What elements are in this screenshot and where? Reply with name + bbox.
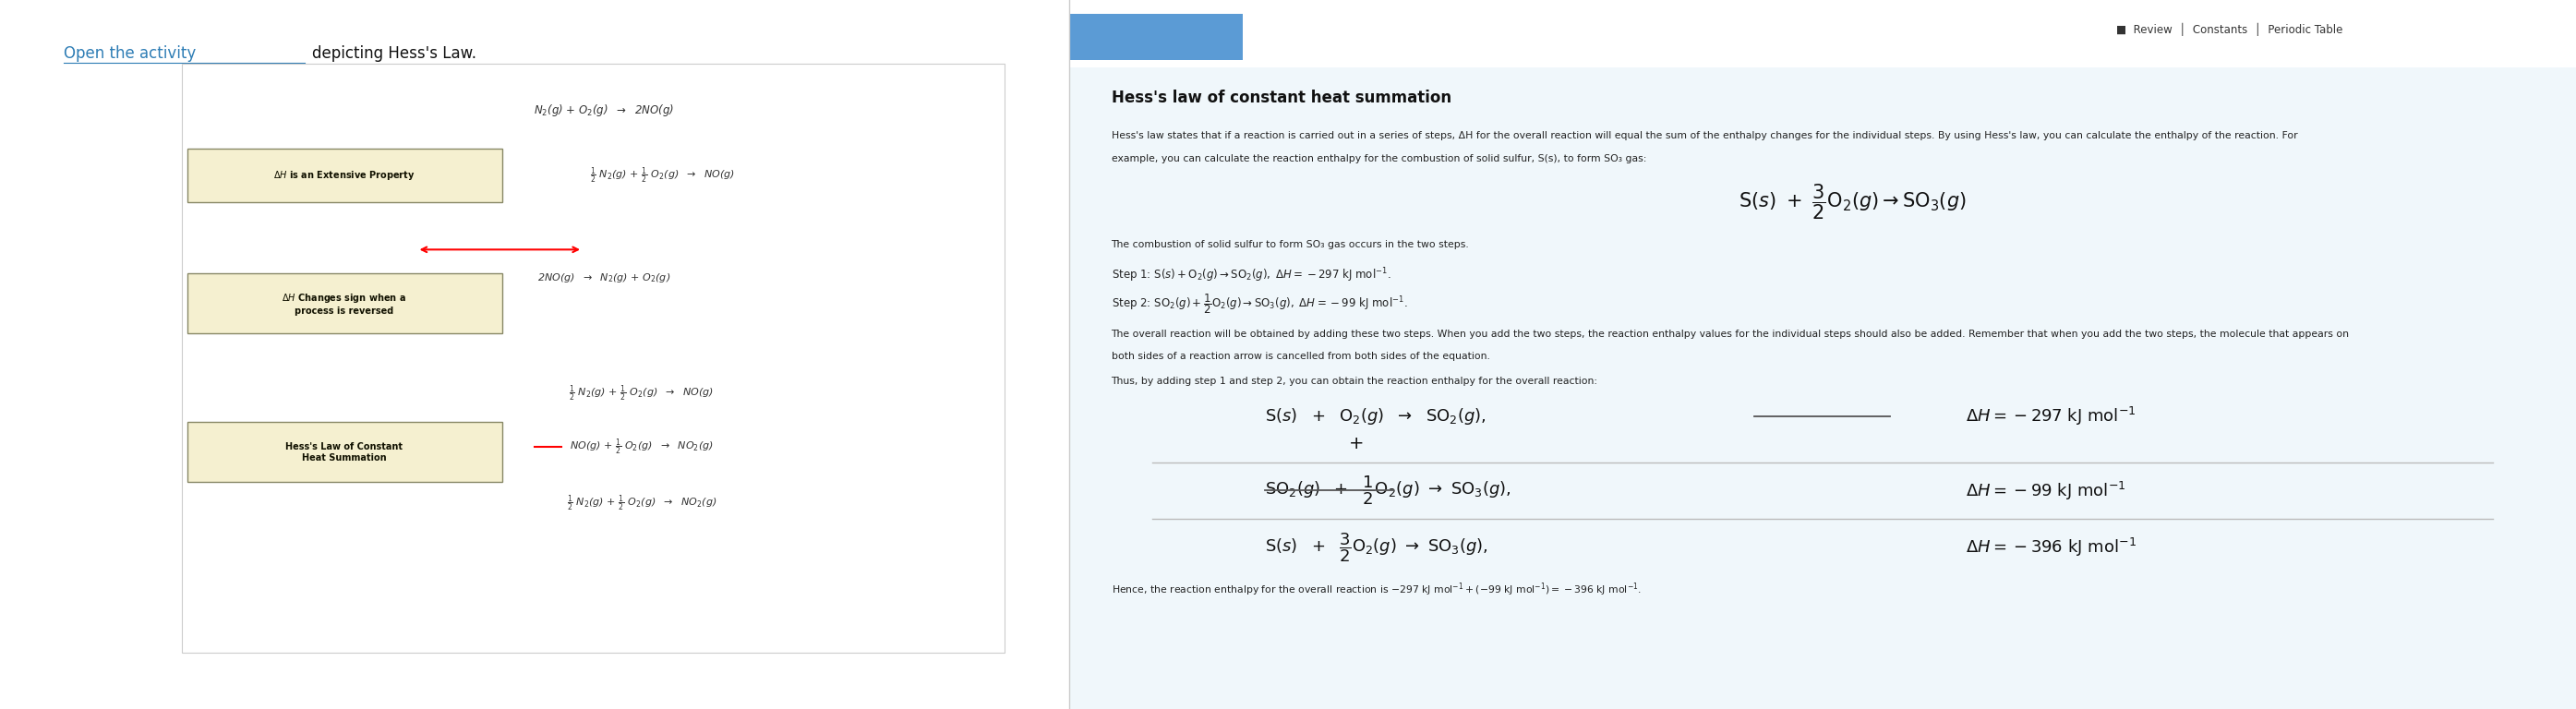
Text: ■  Review  │  Constants  │  Periodic Table: ■ Review │ Constants │ Periodic Table (2117, 23, 2344, 36)
Text: Step 1: $\mathrm{S}(s)+\mathrm{O}_2(g){\rightarrow}\mathrm{SO}_2(g),\ \Delta H =: Step 1: $\mathrm{S}(s)+\mathrm{O}_2(g){\… (1110, 266, 1391, 284)
Text: $\Delta H = -99\ \mathrm{kJ\ mol}^{-1}$: $\Delta H = -99\ \mathrm{kJ\ mol}^{-1}$ (1965, 479, 2125, 502)
Text: $\Delta H$ Changes sign when a
process is reversed: $\Delta H$ Changes sign when a process i… (281, 291, 407, 316)
FancyBboxPatch shape (188, 273, 502, 333)
Text: $\mathrm{S}(s)\ \ +\ \ \dfrac{3}{2}\mathrm{O}_2(g)\ \rightarrow\ \mathrm{SO}_3(g: $\mathrm{S}(s)\ \ +\ \ \dfrac{3}{2}\math… (1265, 531, 1489, 564)
Text: Step 2: $\mathrm{SO}_2(g)+\dfrac{1}{2}\mathrm{O}_2(g){\rightarrow}\mathrm{SO}_3(: Step 2: $\mathrm{SO}_2(g)+\dfrac{1}{2}\m… (1110, 291, 1406, 316)
FancyBboxPatch shape (188, 149, 502, 202)
Text: $+$: $+$ (1347, 435, 1363, 452)
FancyBboxPatch shape (183, 64, 1005, 652)
Text: $\mathrm{S}(s)\ \ +\ \ \mathrm{O}_2(g)\ \ \rightarrow\ \ \mathrm{SO_2}(\mathit{g: $\mathrm{S}(s)\ \ +\ \ \mathrm{O}_2(g)\ … (1265, 406, 1486, 426)
Text: Hence, the reaction enthalpy for the overall reaction is $-297\ \mathrm{kJ\ mol}: Hence, the reaction enthalpy for the ove… (1110, 581, 1641, 598)
Text: 2NO(g)  $\rightarrow$  N$_2$(g) + O$_2$(g): 2NO(g) $\rightarrow$ N$_2$(g) + O$_2$(g) (538, 272, 670, 284)
Text: N$_2$(g) + O$_2$(g)  $\rightarrow$  2NO(g): N$_2$(g) + O$_2$(g) $\rightarrow$ 2NO(g) (533, 102, 675, 118)
Text: Thus, by adding step 1 and step 2, you can obtain the reaction enthalpy for the : Thus, by adding step 1 and step 2, you c… (1110, 376, 1597, 386)
Text: The combustion of solid sulfur to form SO₃ gas occurs in the two steps.: The combustion of solid sulfur to form S… (1110, 240, 1468, 250)
Text: NO(g) + $\frac{1}{2}$ O$_2$(g)  $\rightarrow$  NO$_2$(g): NO(g) + $\frac{1}{2}$ O$_2$(g) $\rightar… (569, 437, 714, 457)
Text: $\Delta H = -396\ \mathrm{kJ\ mol}^{-1}$: $\Delta H = -396\ \mathrm{kJ\ mol}^{-1}$ (1965, 536, 2136, 559)
FancyBboxPatch shape (1069, 14, 1242, 60)
FancyBboxPatch shape (1069, 67, 2576, 709)
Text: $\Delta H = -297\ \mathrm{kJ\ mol}^{-1}$: $\Delta H = -297\ \mathrm{kJ\ mol}^{-1}$ (1965, 405, 2136, 428)
Text: The overall reaction will be obtained by adding these two steps. When you add th: The overall reaction will be obtained by… (1110, 330, 2349, 340)
Text: Hess's Law of Constant
Heat Summation: Hess's Law of Constant Heat Summation (286, 442, 402, 462)
Text: $\frac{1}{2}$ N$_2$(g) + $\frac{1}{2}$ O$_2$(g)  $\rightarrow$  NO(g): $\frac{1}{2}$ N$_2$(g) + $\frac{1}{2}$ O… (569, 384, 714, 403)
Text: $\Delta H$ is an Extensive Property: $\Delta H$ is an Extensive Property (273, 169, 415, 182)
Text: example, you can calculate the reaction enthalpy for the combustion of solid sul: example, you can calculate the reaction … (1110, 154, 1646, 164)
Text: $\frac{1}{2}$ N$_2$(g) + $\frac{1}{2}$ O$_2$(g)  $\rightarrow$  NO$_2$(g): $\frac{1}{2}$ N$_2$(g) + $\frac{1}{2}$ O… (567, 493, 716, 513)
Text: $\mathrm{S}(s)\ +\ \dfrac{3}{2}\mathrm{O}_2(g){\rightarrow}\mathrm{SO}_3(g)$: $\mathrm{S}(s)\ +\ \dfrac{3}{2}\mathrm{O… (1739, 182, 1965, 222)
Text: both sides of a reaction arrow is cancelled from both sides of the equation.: both sides of a reaction arrow is cancel… (1110, 351, 1489, 361)
Text: Open the activity: Open the activity (64, 45, 196, 62)
Text: depicting Hess's Law.: depicting Hess's Law. (312, 45, 477, 62)
Text: Hess's law states that if a reaction is carried out in a series of steps, ΔH for: Hess's law states that if a reaction is … (1110, 131, 2298, 141)
FancyBboxPatch shape (188, 422, 502, 482)
Text: $\frac{1}{2}$ N$_2$(g) + $\frac{1}{2}$ O$_2$(g)  $\rightarrow$  NO(g): $\frac{1}{2}$ N$_2$(g) + $\frac{1}{2}$ O… (590, 166, 734, 186)
Text: Hess's law of constant heat summation: Hess's law of constant heat summation (1110, 89, 1450, 106)
Text: $\mathrm{SO_2}(\mathit{g})\ \ +\ \ \dfrac{1}{2}\mathrm{O}_2(g)\ \rightarrow\ \ma: $\mathrm{SO_2}(\mathit{g})\ \ +\ \ \dfra… (1265, 474, 1512, 507)
FancyArrowPatch shape (422, 247, 577, 252)
